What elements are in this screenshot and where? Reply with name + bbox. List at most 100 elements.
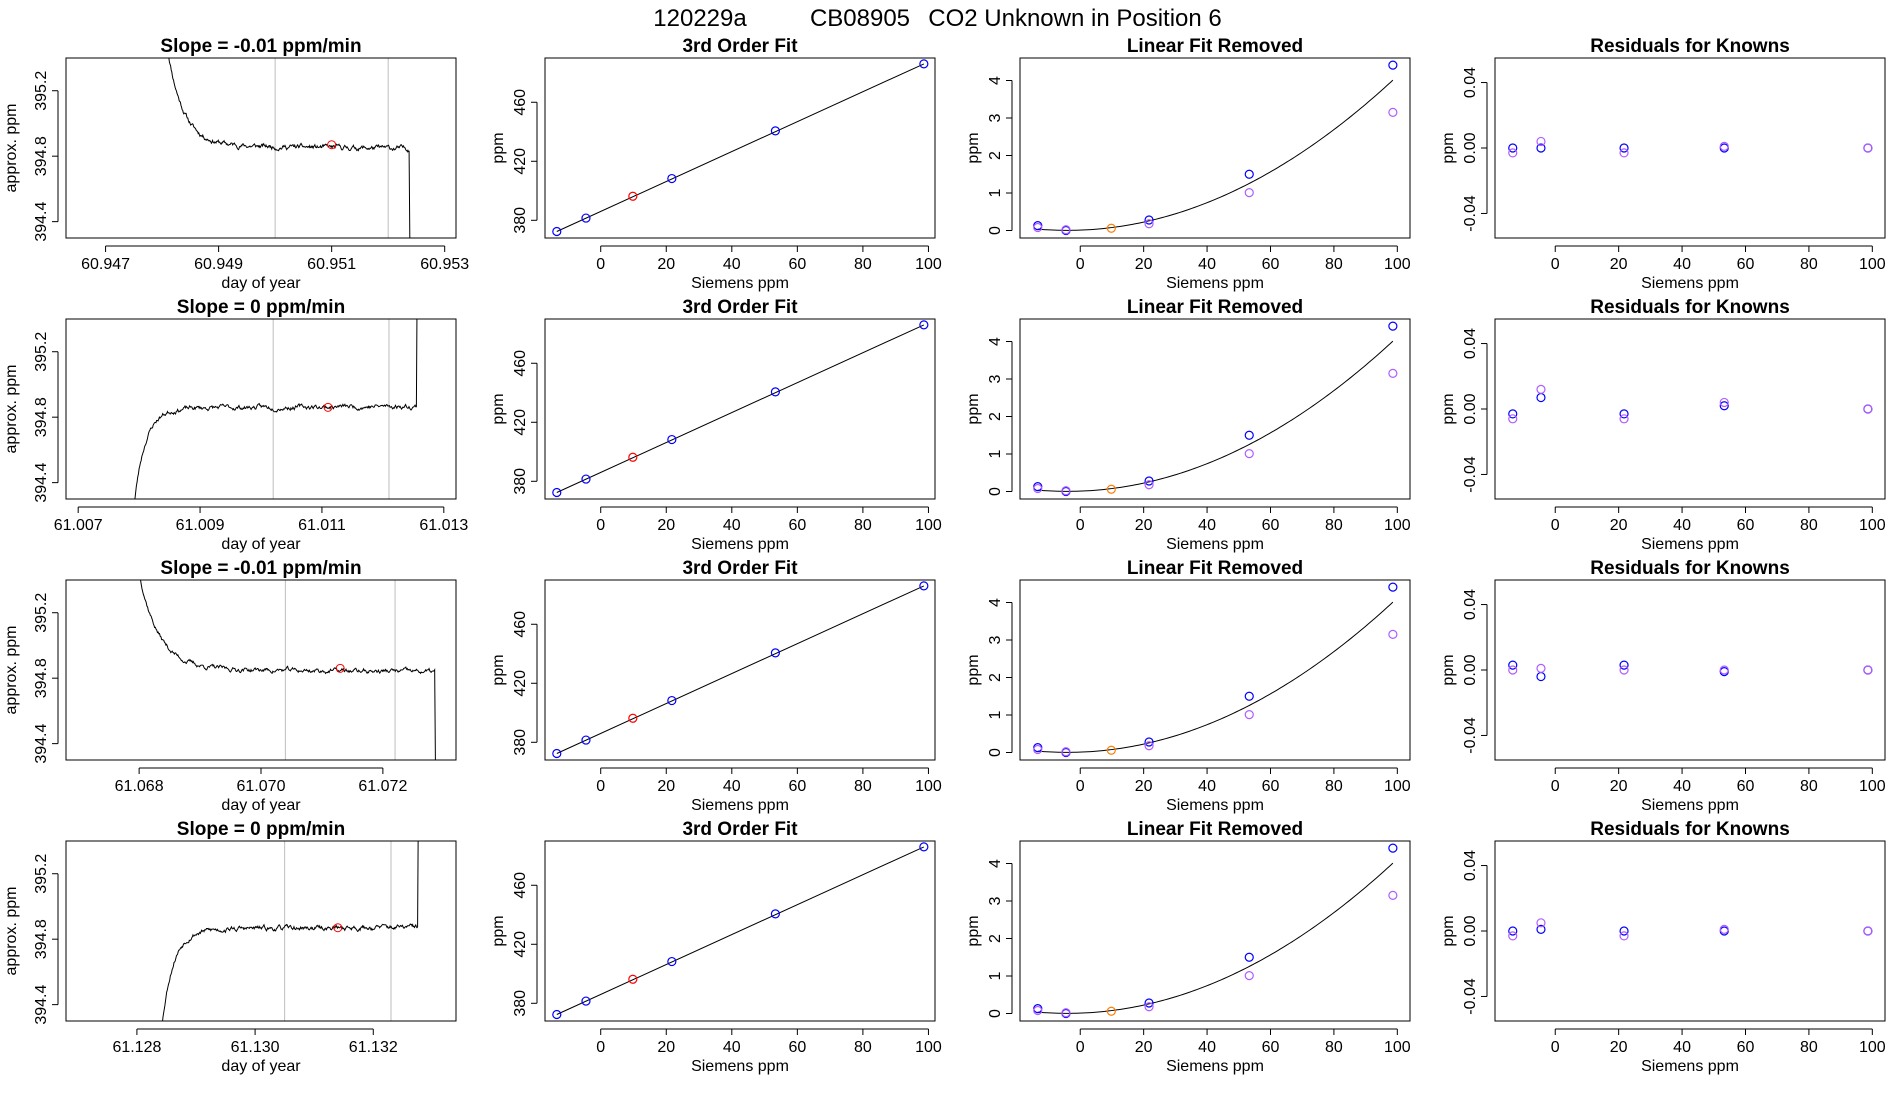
data-point: [770, 387, 780, 397]
data-point: [1244, 952, 1254, 962]
y-tick-label: 394.4: [33, 202, 50, 242]
plot-frame: [544, 840, 936, 1022]
data-point: [1033, 221, 1043, 231]
x-tick-label: 60.947: [81, 256, 130, 273]
x-tick-label: 60.953: [420, 256, 469, 273]
x-tick-label: 40: [723, 256, 741, 273]
y-tick-label: 1: [987, 449, 1004, 458]
data-point: [1388, 843, 1398, 853]
data-point: [628, 191, 638, 201]
x-tick-label: 0: [596, 1039, 605, 1056]
y-tick-label: 420: [512, 670, 529, 697]
data-point: [1508, 409, 1518, 419]
chart-panel-r3-c2: 3rd Order Fit 0 20 40 60 80 100 Siemens ppm 380 4…: [490, 558, 942, 814]
y-tick-label: -0.04: [1462, 978, 1479, 1015]
y-axis-label: ppm: [965, 654, 982, 685]
data-point: [1033, 483, 1043, 494]
x-axis-label: Siemens ppm: [1641, 275, 1739, 292]
x-tick-label: 100: [1384, 778, 1411, 795]
x-tick-label: 0: [1551, 1039, 1560, 1056]
data-point: [667, 695, 677, 706]
data-point: [1508, 665, 1518, 675]
panel-title: 3rd Order Fit: [682, 558, 798, 579]
y-tick-label: 420: [512, 931, 529, 958]
y-tick-label: 394.4: [33, 724, 50, 764]
panel-title: Residuals for Knowns: [1590, 558, 1790, 579]
data-point: [1144, 480, 1154, 490]
data-point: [1719, 924, 1729, 934]
y-tick-label: 0.00: [1462, 132, 1479, 163]
y-tick-label: 460: [512, 872, 529, 899]
y-axis-label: ppm: [1440, 915, 1457, 946]
x-tick-label: 60: [1737, 256, 1755, 273]
data-point: [581, 474, 591, 484]
y-tick-label: 2: [987, 934, 1004, 943]
chart-panel-r3-c1: Slope = -0.01 ppm/min 61.068 61.070 61.072 d…: [3, 558, 457, 814]
y-axis-label: ppm: [965, 132, 982, 163]
x-tick-label: 60: [1737, 778, 1755, 795]
data-point: [1863, 143, 1873, 153]
y-tick-label: 395.2: [33, 593, 50, 633]
data-point: [919, 842, 929, 852]
data-point: [1863, 404, 1873, 414]
data-point: [1863, 926, 1873, 936]
panel-title: Slope = 0 ppm/min: [177, 297, 345, 318]
x-axis-label: day of year: [221, 536, 301, 553]
data-point: [1719, 141, 1729, 151]
x-tick-label: 0: [1076, 256, 1085, 273]
plot-frame: [65, 840, 457, 1022]
x-tick-label: 80: [854, 1039, 872, 1056]
x-tick-label: 61.068: [115, 778, 164, 795]
y-tick-label: 380: [512, 468, 529, 495]
x-tick-label: 20: [1135, 256, 1153, 273]
fit-curve: [1037, 601, 1394, 753]
data-point: [1388, 60, 1398, 70]
y-tick-label: 0.04: [1462, 67, 1479, 98]
x-tick-label: 20: [1135, 778, 1153, 795]
data-point: [1144, 219, 1154, 229]
data-point: [1388, 629, 1398, 639]
data-point: [1061, 486, 1071, 496]
x-tick-label: 60: [1262, 256, 1280, 273]
data-point: [1508, 926, 1518, 936]
tank-id: CB08905: [810, 5, 910, 32]
y-tick-label: 4: [987, 859, 1004, 868]
data-point: [1536, 663, 1546, 673]
data-point: [628, 452, 638, 462]
plot-frame: [1019, 579, 1411, 761]
chart-panel-r1-c1: Slope = -0.01 ppm/min 60.947 60.949 60.951 6…: [3, 36, 469, 292]
data-point: [1719, 397, 1729, 408]
y-tick-label: 2: [987, 412, 1004, 421]
x-axis-label: Siemens ppm: [691, 536, 789, 553]
x-tick-label: 61.130: [231, 1039, 280, 1056]
x-tick-label: 40: [723, 778, 741, 795]
x-tick-label: 61.072: [358, 778, 407, 795]
chart-panel-r1-c2: 3rd Order Fit 0 20 40 60 80 100 Siemens ppm 380 4…: [490, 36, 942, 292]
y-tick-label: 0.00: [1462, 915, 1479, 946]
x-tick-label: 20: [657, 1039, 675, 1056]
data-point: [1033, 222, 1043, 233]
x-tick-label: 60.949: [194, 256, 243, 273]
panel-grid: Slope = -0.01 ppm/min 60.947 60.949 60.951 6…: [3, 36, 1886, 1075]
x-tick-label: 60: [788, 1039, 806, 1056]
data-point: [1144, 1002, 1154, 1012]
data-point: [1508, 931, 1518, 941]
x-tick-label: 100: [915, 256, 942, 273]
fit-line: [556, 846, 925, 1015]
y-tick-label: 394.8: [33, 658, 50, 698]
data-point: [1619, 926, 1629, 936]
y-tick-label: -0.04: [1462, 456, 1479, 493]
data-point: [581, 735, 591, 745]
y-tick-label: 380: [512, 990, 529, 1017]
y-axis-label: ppm: [1440, 654, 1457, 685]
chart-panel-r2-c4: Residuals for Knowns 0 20 40 60 80 100 Siemens …: [1440, 297, 1886, 553]
x-tick-label: 60: [788, 778, 806, 795]
data-point: [1536, 136, 1546, 147]
chart-panel-r2-c1: Slope = 0 ppm/min 61.007 61.009 61.011 61.01…: [3, 297, 468, 553]
x-axis-label: Siemens ppm: [1166, 797, 1264, 814]
plot-frame: [1494, 57, 1886, 239]
y-tick-label: 0: [987, 748, 1004, 757]
y-axis-label: ppm: [490, 654, 507, 685]
x-tick-label: 20: [657, 256, 675, 273]
x-axis-label: Siemens ppm: [1641, 536, 1739, 553]
